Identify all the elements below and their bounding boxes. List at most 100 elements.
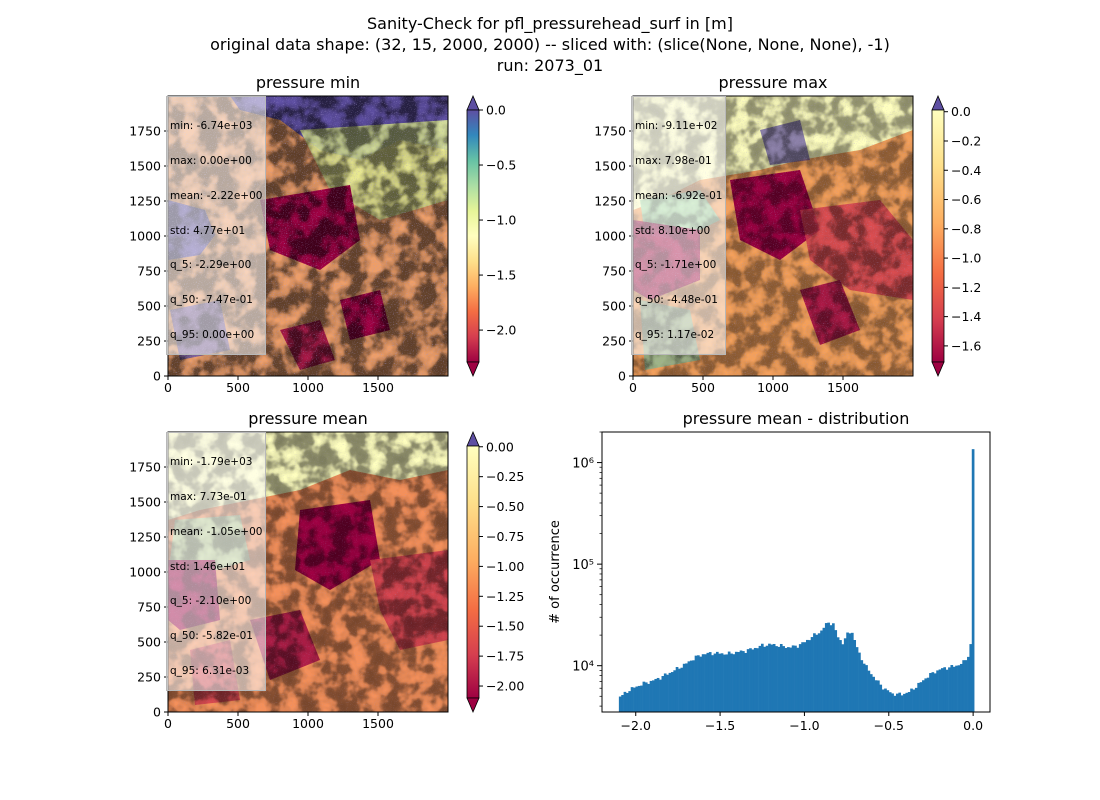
histogram-bar [865,665,868,712]
histogram-bar [659,679,662,712]
histogram-bar [763,646,767,712]
colorbar-tick-label: −1.50 [486,619,524,634]
histogram-bar [950,665,954,712]
y-tick-label: 1250 [129,530,161,545]
y-tick-label: 1500 [594,159,626,174]
histogram-bar [656,677,660,712]
histogram-bar [784,647,788,712]
histogram-bar [749,648,752,712]
histogram-bar [895,693,899,712]
histogram-bar [723,654,726,712]
colorbar-tick-label: −0.6 [951,192,981,207]
stats-box-pressure-max: min: -9.11e+02 max: 7.98e-01 mean: -6.92… [631,96,727,356]
colorbar-tick-label: −0.75 [486,529,524,544]
x-tick-label: 0.0 [963,718,983,733]
stats-box-pressure-min: min: -6.74e+03 max: 0.00e+00 mean: -2.22… [166,96,267,356]
stat-line: q_95: 0.00e+00 [170,328,255,341]
histogram-bar [813,633,816,712]
histogram-bar [872,676,875,712]
histogram-bar [836,637,840,712]
histogram-bar [666,674,669,712]
y-tick-label: 750 [137,600,161,615]
histogram-bar [673,670,677,712]
histogram-bar [760,643,764,712]
histogram-bar [732,654,736,712]
histogram-bar [789,647,793,712]
colorbar [466,94,480,378]
histogram-bar [803,642,807,712]
histogram-bar [874,680,878,712]
histogram-bar [860,660,864,712]
y-tick-label: 1000 [129,229,161,244]
x-tick-label: −0.5 [874,718,904,733]
panel-distribution: pressure mean - distribution −2.0 −1.5 −1.… [548,409,991,733]
colorbar-tick-label: 0.0 [951,104,971,119]
histogram-bar [685,663,688,712]
colorbar-tick-label: 0.00 [486,439,514,454]
histogram-bar [853,640,857,712]
histogram-bar [623,691,627,712]
colorbar-tick-label: −0.8 [951,221,981,236]
histogram-bar [699,656,703,712]
histogram-bar [810,637,814,712]
x-axis: 0 500 1000 1500 [629,376,859,395]
histogram-bar [822,627,826,712]
histogram-bar [649,680,653,712]
histogram-bar [746,649,750,712]
colorbar-tick-label: −1.25 [486,589,524,604]
histogram-bar [794,645,797,712]
histogram-bar [670,672,674,712]
histogram-bar [891,693,894,712]
histogram-bar [756,648,759,712]
histogram-bar [938,669,942,712]
histogram-bar [858,652,861,712]
y-tick-label: 1250 [129,194,161,209]
stat-line: min: -9.11e+02 [635,120,718,133]
histogram-bar [621,694,624,712]
histogram-bar [668,672,672,712]
histogram-bars [618,449,975,712]
histogram-bar [843,638,847,712]
x-tick-label: 0 [629,380,637,395]
histogram-bar [801,642,804,712]
histogram-bar [827,622,830,712]
histogram-bar [848,633,852,712]
histogram-bar [917,682,920,712]
histogram-bar [815,634,819,712]
colorbar-tick-label: −1.75 [486,649,524,664]
heatmap-pressure-max [633,96,913,376]
histogram-bar [715,651,719,712]
x-tick-label: 500 [691,380,715,395]
histogram-bar [820,630,823,712]
y-tick-label: 1000 [129,565,161,580]
stat-line: std: 8.10e+00 [635,224,711,237]
histogram-bar [734,651,738,712]
histogram-bar [765,645,769,712]
histogram-bar [753,647,757,712]
x-tick-label: 1500 [362,716,394,731]
histogram-bar [926,677,930,712]
histogram-bar [758,645,762,712]
stat-line: q_50: -5.82e-01 [170,630,253,643]
x-axis: −2.0 −1.5 −1.0 −0.5 0.0 [621,712,983,733]
histogram-bar [680,667,684,712]
histogram-bar [936,670,939,712]
histogram-bar [867,670,871,712]
panel-title: pressure max [718,73,827,92]
x-tick-label: 1000 [292,716,324,731]
histogram-bar [654,678,658,712]
histogram-bar [943,667,947,712]
run-label: run: 2073_01 [496,56,604,75]
colorbar-tick-label: −2.00 [486,679,524,694]
histogram-bar [846,632,849,712]
histogram-bar [834,630,838,712]
stat-line: min: -6.74e+03 [170,120,253,133]
histogram-bar [967,656,970,712]
colorbar [931,94,945,378]
histogram-bar [940,668,944,712]
histogram-bar [907,692,911,712]
histogram-bar [647,683,650,712]
stat-line: q_95: 6.31e-03 [170,664,250,677]
histogram-bar [744,652,748,712]
y-tick-label: 1750 [129,124,161,139]
